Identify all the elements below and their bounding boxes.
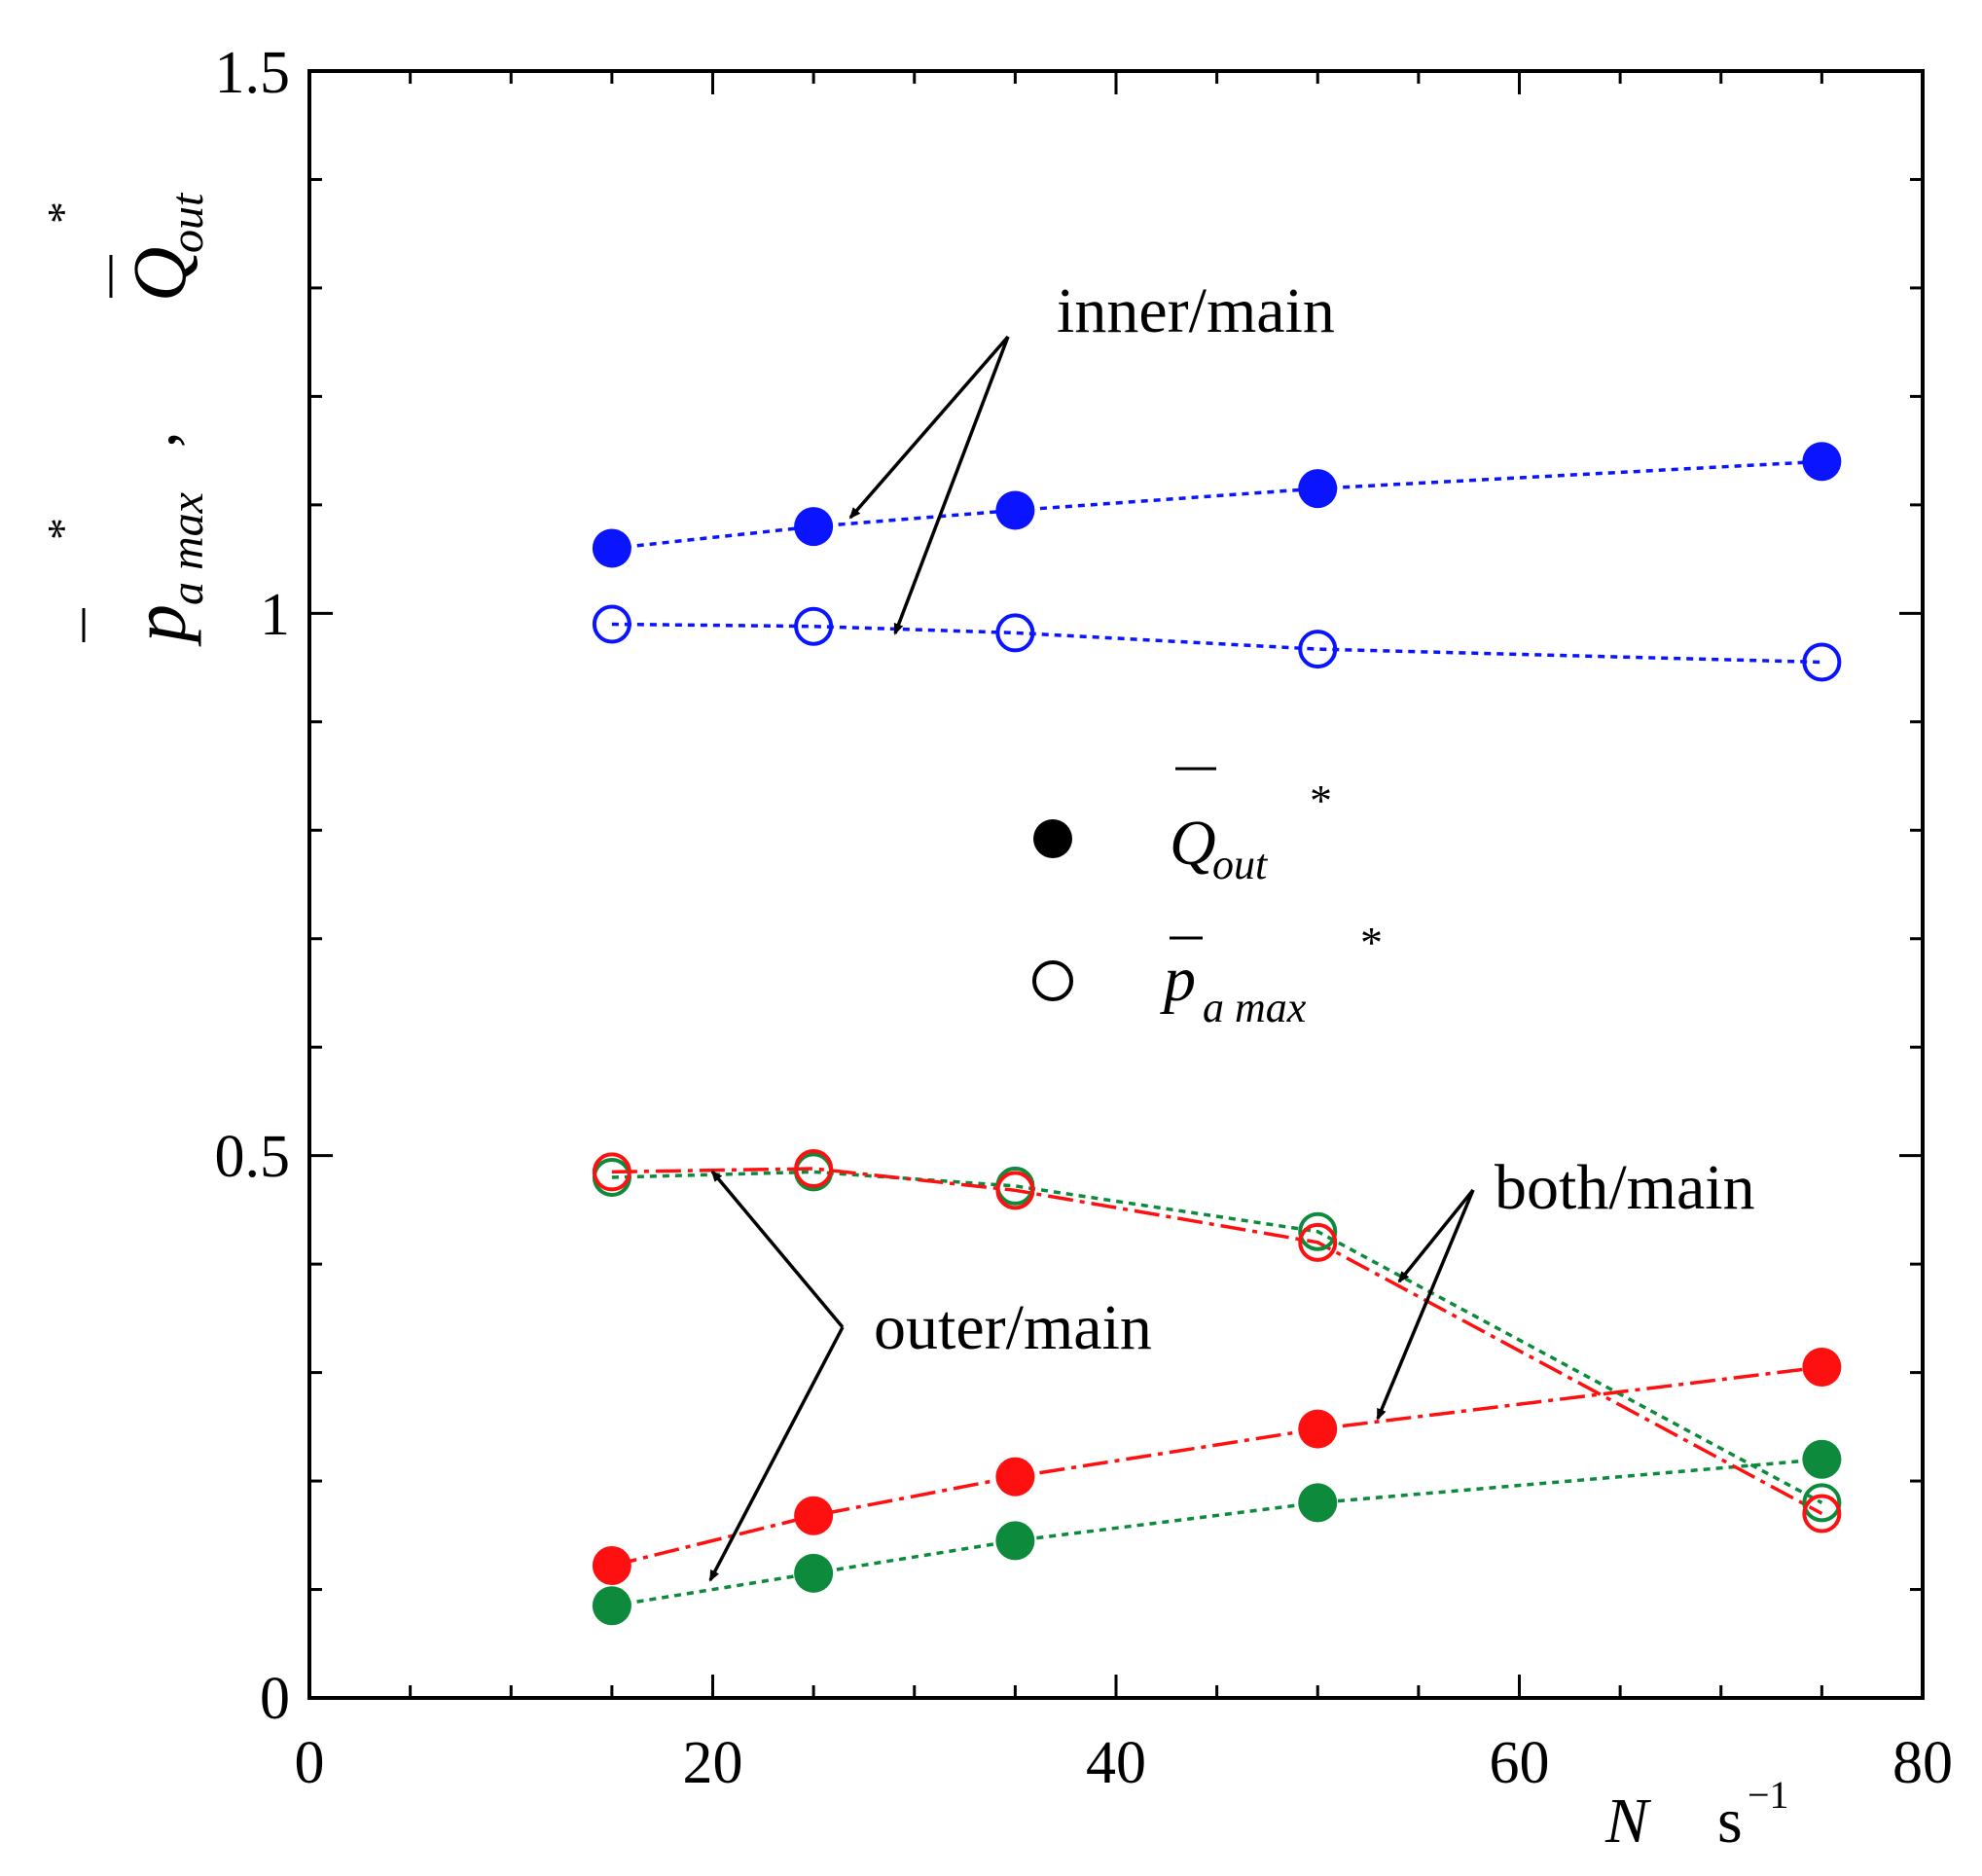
- data-point: [1802, 642, 1842, 682]
- annotation-inner-label: inner/main: [1057, 275, 1335, 346]
- series-layer: [592, 442, 1842, 1626]
- data-point: [1802, 1439, 1842, 1479]
- data-point: [592, 528, 631, 568]
- x-tick-label: 80: [1892, 1730, 1953, 1796]
- legend: Q out * p a max *: [1032, 767, 1383, 1031]
- data-point: [995, 1171, 1035, 1210]
- y-axis-p: p: [117, 604, 201, 647]
- data-point: [995, 613, 1035, 653]
- data-point: [995, 490, 1035, 530]
- annotation-inner-arrow: [893, 336, 1010, 635]
- data-point: [592, 604, 631, 644]
- data-point: [1298, 630, 1338, 669]
- series-line: [611, 622, 1822, 665]
- data-point: [1802, 442, 1842, 482]
- annotation-outer-label: outer/main: [874, 1292, 1152, 1363]
- y-axis-comma: ,: [119, 432, 190, 449]
- legend-q-symbol: Q: [1170, 808, 1216, 879]
- legend-p-star: *: [1360, 918, 1383, 967]
- y-tick-label: 1.5: [215, 40, 291, 106]
- data-point: [794, 1496, 834, 1535]
- data-point: [1802, 1348, 1842, 1388]
- series-line: [611, 459, 1822, 551]
- data-point: [995, 1457, 1035, 1497]
- data-point: [995, 1521, 1035, 1561]
- y-axis-q-star: *: [38, 201, 88, 224]
- x-tick-label: 0: [295, 1730, 325, 1796]
- y-axis-p-sub: a max: [162, 492, 213, 605]
- annotation-both: both/main: [1376, 1152, 1755, 1421]
- y-tick-label: 0.5: [215, 1124, 291, 1190]
- y-axis-label: p a max * , Q out *: [38, 192, 213, 647]
- y-axis-q: Q: [117, 247, 201, 302]
- data-point: [794, 1553, 834, 1593]
- data-point: [794, 507, 834, 547]
- x-axis-unit-exp: −1: [1748, 1773, 1789, 1817]
- legend-open-marker: [1032, 960, 1073, 1001]
- annotation-outer: outer/main: [708, 1170, 1152, 1582]
- x-axis-label: N s −1: [1604, 1773, 1789, 1857]
- series-line: [611, 1365, 1822, 1568]
- data-point: [1298, 1211, 1338, 1251]
- legend-p-symbol: p: [1160, 944, 1196, 1015]
- ticks-layer: [307, 69, 1925, 1700]
- series-line: [611, 1458, 1822, 1608]
- series-line: [611, 1170, 1823, 1504]
- data-point: [1298, 1483, 1338, 1523]
- annotation-inner-arrow: [848, 335, 1010, 520]
- data-point: [1298, 1409, 1338, 1449]
- x-tick-label: 40: [1086, 1730, 1146, 1796]
- data-point: [794, 1152, 834, 1192]
- data-point: [592, 1152, 631, 1192]
- legend-p-sub: a max: [1203, 984, 1307, 1031]
- series-line: [611, 1167, 1823, 1516]
- x-axis-unit: s: [1717, 1786, 1743, 1857]
- data-point: [1802, 1483, 1842, 1523]
- annotation-both-arrow: [1397, 1188, 1475, 1283]
- data-point: [1298, 469, 1338, 509]
- annotation-inner: inner/main: [848, 275, 1335, 635]
- annotation-both-label: both/main: [1495, 1152, 1755, 1223]
- y-axis-q-sub: out: [162, 192, 213, 253]
- y-axis-p-star: *: [38, 518, 88, 540]
- data-point: [794, 1149, 834, 1189]
- y-tick-label: 1: [260, 582, 290, 648]
- y-tick-label: 0: [260, 1666, 290, 1732]
- data-point: [794, 606, 834, 646]
- x-tick-label: 20: [683, 1730, 743, 1796]
- legend-q-sub: out: [1212, 841, 1269, 888]
- legend-filled-marker: [1033, 819, 1072, 858]
- data-point: [1802, 1494, 1842, 1533]
- data-point: [1298, 1222, 1338, 1262]
- annotation-both-arrow: [1376, 1189, 1475, 1421]
- data-point: [592, 1586, 631, 1626]
- data-point: [592, 1546, 631, 1586]
- x-axis-var: N: [1604, 1786, 1652, 1857]
- legend-q-star: *: [1310, 776, 1332, 825]
- annotation-outer-arrow: [708, 1326, 845, 1582]
- x-tick-label: 60: [1490, 1730, 1550, 1796]
- annotation-outer-arrow: [710, 1170, 845, 1329]
